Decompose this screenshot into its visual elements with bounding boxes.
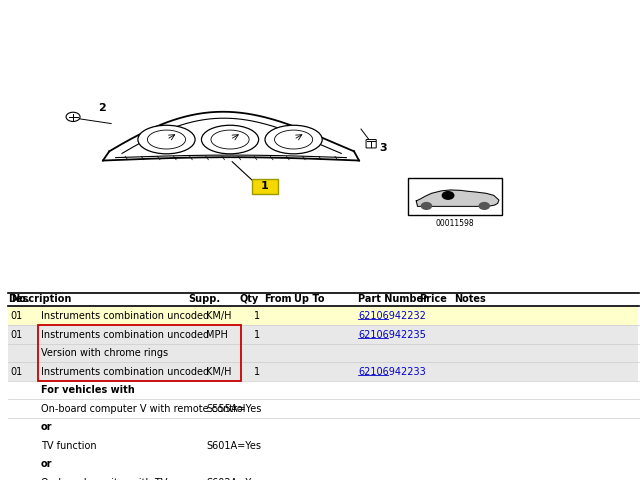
Text: 62106942233: 62106942233 <box>358 367 426 376</box>
Ellipse shape <box>147 130 186 149</box>
Text: On-board monitor with TV: On-board monitor with TV <box>40 478 167 480</box>
Text: Instruments combination uncoded: Instruments combination uncoded <box>40 311 209 321</box>
Text: S601A=Yes: S601A=Yes <box>206 441 261 451</box>
Text: Price: Price <box>419 294 447 304</box>
FancyBboxPatch shape <box>366 140 376 148</box>
Text: S555A=Yes: S555A=Yes <box>206 404 261 414</box>
Text: 01: 01 <box>11 330 23 339</box>
Text: Instruments combination uncoded: Instruments combination uncoded <box>40 367 209 376</box>
Text: Up To: Up To <box>294 294 324 304</box>
Bar <box>8 362 638 381</box>
Text: Notes: Notes <box>454 294 486 304</box>
Text: 3: 3 <box>380 144 387 154</box>
Ellipse shape <box>138 125 195 154</box>
Text: 62106942232: 62106942232 <box>358 311 426 321</box>
Text: Description: Description <box>8 294 71 304</box>
Text: 00011598: 00011598 <box>436 219 474 228</box>
Text: 01: 01 <box>11 311 23 321</box>
Text: or: or <box>40 459 52 469</box>
Polygon shape <box>416 190 499 206</box>
Text: For vehicles with: For vehicles with <box>40 385 134 395</box>
Text: Version with chrome rings: Version with chrome rings <box>40 348 168 358</box>
Text: Supp.: Supp. <box>189 294 221 304</box>
FancyBboxPatch shape <box>252 179 278 194</box>
Text: No.: No. <box>11 294 29 304</box>
Ellipse shape <box>211 130 249 149</box>
Text: Instruments combination uncoded: Instruments combination uncoded <box>40 330 209 339</box>
Ellipse shape <box>275 130 313 149</box>
Ellipse shape <box>202 125 259 154</box>
Bar <box>38 325 241 381</box>
Text: 62106942235: 62106942235 <box>358 330 426 339</box>
Text: 1: 1 <box>261 181 269 191</box>
Text: 2: 2 <box>98 103 106 113</box>
Text: S602A=Yes: S602A=Yes <box>206 478 261 480</box>
Text: KM/H: KM/H <box>206 367 232 376</box>
Polygon shape <box>103 112 359 160</box>
Text: Part Number: Part Number <box>358 294 428 304</box>
Text: MPH: MPH <box>206 330 228 339</box>
Circle shape <box>442 192 454 199</box>
Text: 1: 1 <box>253 367 260 376</box>
Text: From: From <box>264 294 291 304</box>
Text: or: or <box>40 422 52 432</box>
Bar <box>408 178 502 215</box>
Text: 1: 1 <box>253 330 260 339</box>
Bar <box>8 344 638 362</box>
Text: On-board computer V with remote control: On-board computer V with remote control <box>40 404 245 414</box>
Bar <box>8 325 638 344</box>
Circle shape <box>479 203 490 209</box>
Text: 1: 1 <box>253 311 260 321</box>
Circle shape <box>421 203 431 209</box>
Text: TV function: TV function <box>40 441 96 451</box>
Bar <box>8 307 638 325</box>
Ellipse shape <box>265 125 322 154</box>
Text: Qty: Qty <box>239 294 259 304</box>
Text: 01: 01 <box>11 367 23 376</box>
Text: KM/H: KM/H <box>206 311 232 321</box>
Circle shape <box>66 112 80 121</box>
